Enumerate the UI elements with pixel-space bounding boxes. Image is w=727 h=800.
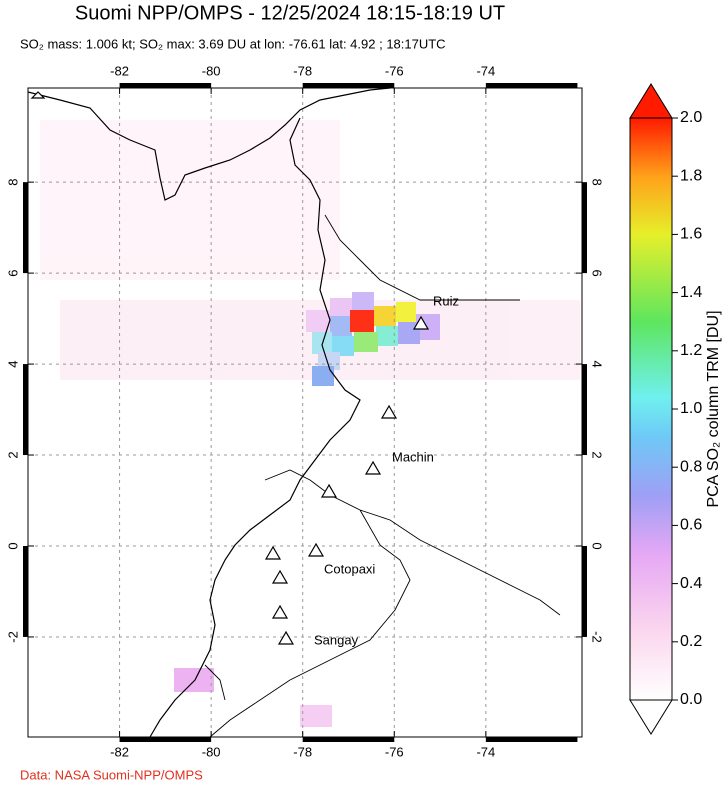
colorbar-label: PCA SO₂ column TRM [DU] [705,310,722,507]
volcano-label: Ruiz [433,293,459,308]
x-tick-label: -76 [385,744,404,759]
frame-band [302,737,395,742]
so2-pixel [396,302,416,322]
x-tick-label: -74 [476,63,495,78]
volcano-marker [277,630,295,645]
y-tick-label: 6 [5,269,20,276]
so2-pixel [312,332,332,354]
colorbar-tick-label: 0.0 [680,691,702,708]
colorbar-min-arrow [629,699,673,735]
coastline [27,87,391,738]
volcano-label: Sangay [314,632,359,647]
so2-pixel [306,310,330,332]
x-tick-label: -78 [293,63,312,78]
country-border [204,214,561,738]
y-tick-label: 2 [590,451,605,458]
x-tick-label: -80 [202,63,221,78]
so2-pixel [330,336,354,356]
so2-pixel [376,326,398,346]
y-tick-label: 2 [5,451,20,458]
title: Suomi NPP/OMPS - 12/25/2024 18:15-18:19 … [75,2,505,24]
so2-pixel [352,292,374,310]
y-tick-label: -2 [5,631,20,643]
colorbar-tick-label: 2.0 [680,109,702,126]
frame-band [485,83,578,88]
volcano-marker [320,483,338,498]
so2-pixel [174,668,214,692]
volcanoes [30,91,430,645]
x-tick-label: -76 [385,63,404,78]
map-area [27,87,583,738]
colorbar-tick-label: 0.4 [680,575,702,592]
x-tick-label: -74 [476,744,495,759]
volcano-marker [380,404,398,419]
frame-band [23,545,28,637]
colorbar-tick-label: 1.6 [680,226,702,243]
volcano-marker [364,460,382,475]
colorbar-tick-label: 1.8 [680,167,702,184]
volcano-label: Machin [392,449,434,464]
so2-haze [40,120,340,280]
so2-pixel [330,316,352,336]
y-tick-label: 8 [590,179,605,186]
frame-band [119,83,212,88]
frame-band [23,364,28,456]
y-tick-label: 0 [5,542,20,549]
volcano-label: Cotopaxi [324,561,375,576]
colorbar [629,117,673,701]
colorbar-max-arrow [629,83,673,119]
volcano-marker [307,542,325,557]
y-tick-label: 4 [5,360,20,367]
frame-band [582,364,587,456]
volcano-marker [271,604,289,619]
y-tick-label: -2 [590,631,605,643]
so2-pixel [374,306,396,326]
frame-band [582,545,587,637]
x-tick-label: -82 [110,744,129,759]
grid [28,88,582,737]
volcano-marker [271,569,289,584]
frame-band [485,737,578,742]
x-tick-label: -82 [110,63,129,78]
data-credit: Data: NASA Suomi-NPP/OMPS [20,767,203,782]
so2-pixels [40,120,580,727]
frame-band [23,182,28,274]
frame-band [119,737,212,742]
colorbar-tick-label: 1.2 [680,342,702,359]
y-tick-label: 8 [5,179,20,186]
so2-pixel [312,366,334,386]
colorbar-tick-label: 0.2 [680,633,702,650]
so2-pixel [354,332,378,352]
volcano-marker [264,545,282,560]
x-tick-label: -78 [293,744,312,759]
colorbar-tick-label: 1.4 [680,284,702,301]
y-tick-label: 6 [590,269,605,276]
x-tick-label: -80 [202,744,221,759]
y-tick-label: 0 [590,542,605,549]
so2-pixel [330,298,352,316]
y-tick-label: 4 [590,360,605,367]
subtitle: SO₂ mass: 1.006 kt; SO₂ max: 3.69 DU at … [20,36,446,51]
colorbar-tick-label: 1.0 [680,400,702,417]
volcano-marker [30,91,46,99]
volcano-marker [412,315,430,330]
frame-band [582,182,587,274]
colorbar-tick-label: 0.8 [680,458,702,475]
so2-pixel [318,352,340,370]
so2-pixel [350,310,374,332]
colorbar-tick-label: 0.6 [680,517,702,534]
so2-pixel [300,705,332,727]
frame-band [302,83,395,88]
